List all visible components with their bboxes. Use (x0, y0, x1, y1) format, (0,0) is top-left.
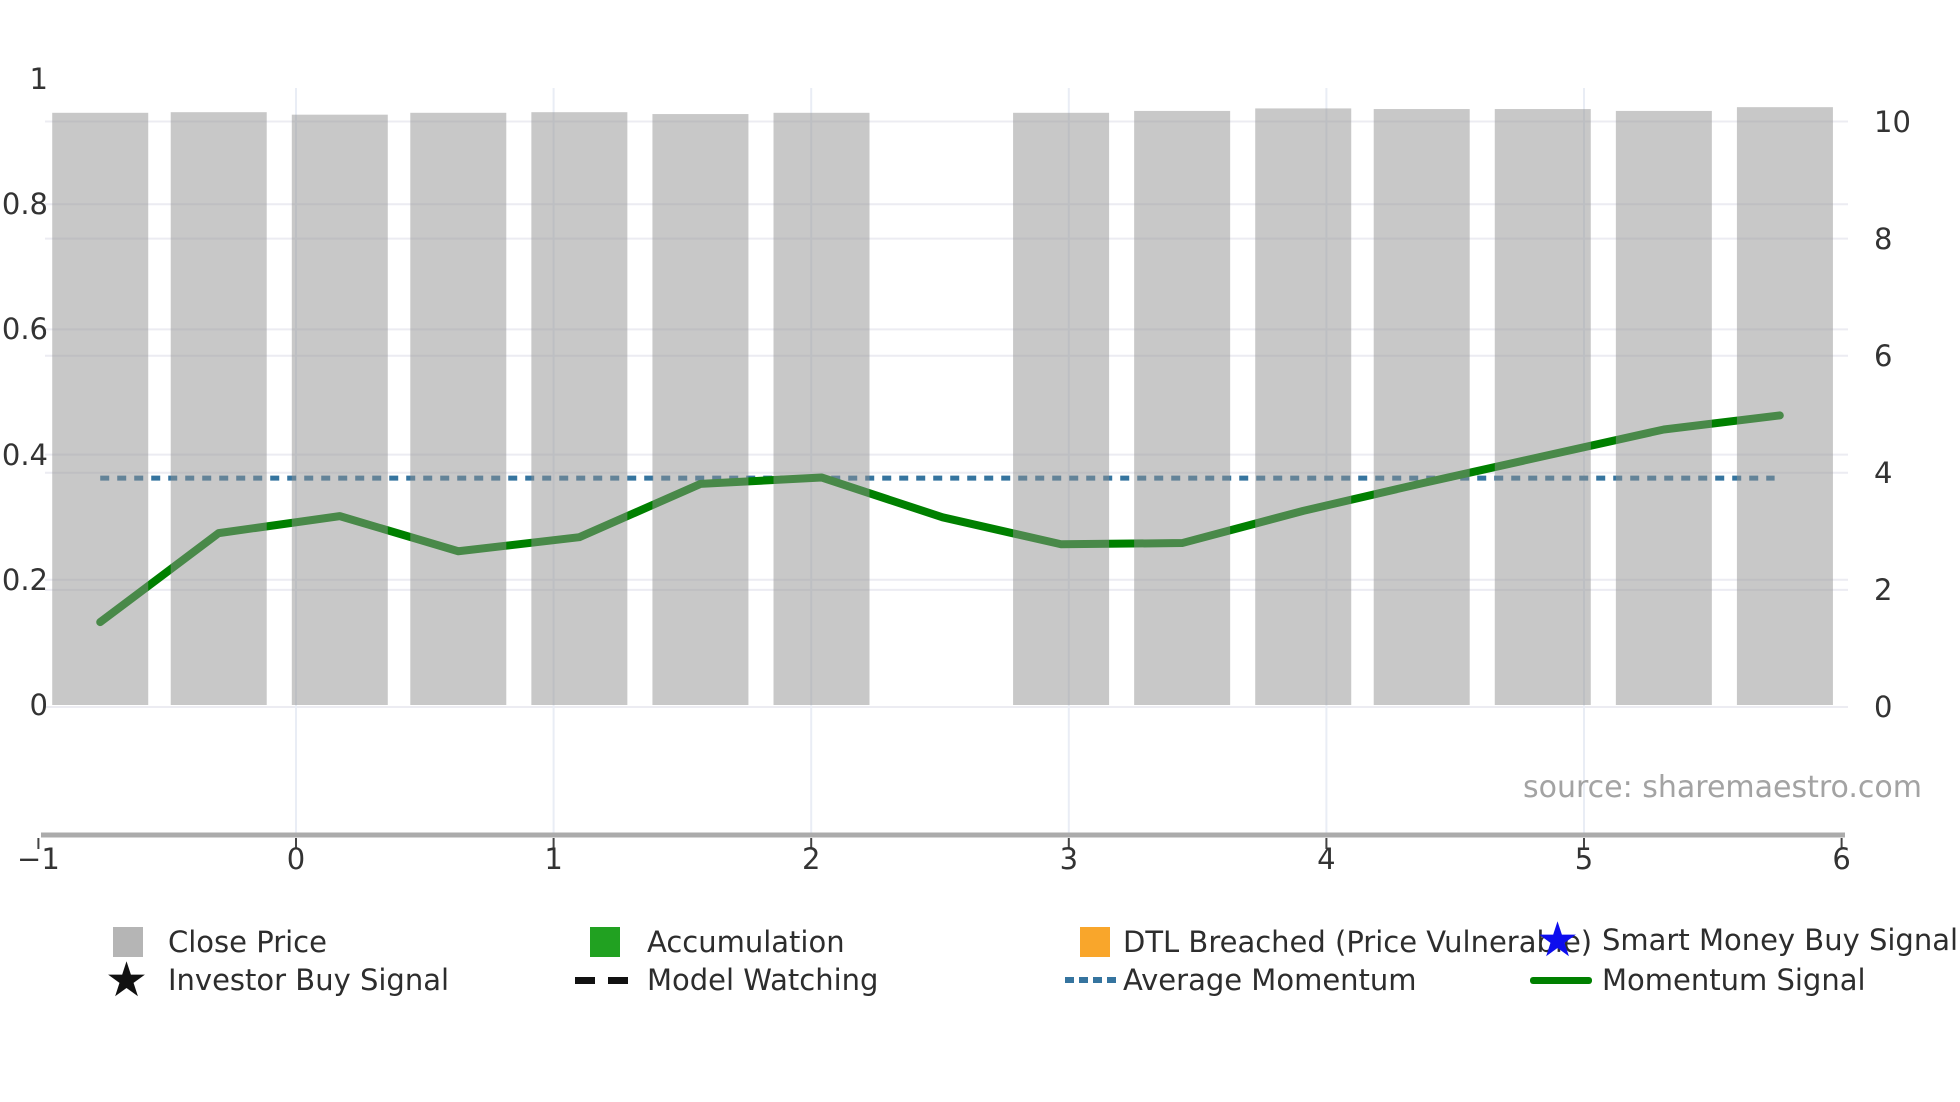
close-price-bar (1013, 112, 1110, 705)
close-price-bar (652, 114, 749, 705)
close-price-bar (170, 112, 267, 706)
x-axis-label: 2 (801, 842, 821, 876)
black-star-icon: ★ (105, 952, 149, 1008)
right-y-axis-label: 10 (1874, 104, 1911, 139)
x-axis-label: 0 (286, 842, 306, 876)
legend-item-momentum-signal: Momentum Signal (1530, 961, 1866, 999)
legend-item-close-price: Close Price (113, 923, 327, 961)
legend-label: DTL Breached (Price Vulnerable) (1123, 925, 1593, 959)
close-price-bar (773, 112, 870, 705)
right-y-axis-label: 2 (1874, 572, 1893, 607)
left-y-axis-label: 0.6 (1, 312, 48, 347)
close-price-bar (1255, 108, 1352, 705)
close-price-bar (410, 112, 507, 705)
left-y-axis-label: 0.8 (1, 187, 48, 222)
close-price-bar (52, 112, 149, 705)
close-price-bar (1615, 110, 1712, 705)
dtl-breached-swatch-icon (1080, 927, 1110, 957)
close-price-bar (291, 114, 388, 705)
legend-item-model-watching: Model Watching (575, 961, 878, 999)
legend-label: Model Watching (647, 963, 879, 997)
legend-item-dtl-breached: DTL Breached (Price Vulnerable) (1080, 923, 1592, 961)
legend-item-smart-money-buy-signal: ★ Smart Money Buy Signal (1536, 912, 1959, 968)
green-line-icon (1530, 976, 1592, 984)
close-price-bar (1736, 107, 1833, 706)
close-price-swatch-icon (113, 927, 143, 957)
source-note: source: sharemaestro.com (1523, 770, 1922, 805)
close-price-bar (1494, 109, 1591, 706)
close-price-bar (531, 112, 628, 706)
left-y-axis-label: 1 (29, 62, 48, 96)
black-dashed-line-icon (575, 976, 647, 984)
left-y-axis-label: 0.2 (1, 562, 48, 597)
legend-label: Investor Buy Signal (168, 963, 450, 997)
x-axis-label: 6 (1832, 842, 1851, 876)
close-price-bar (1373, 109, 1470, 706)
x-axis-label: 4 (1317, 842, 1336, 876)
right-y-axis-label: 0 (1874, 690, 1893, 724)
right-y-axis-label: 6 (1874, 338, 1893, 373)
right-y-axis-label: 8 (1874, 221, 1893, 256)
legend-item-average-momentum: Average Momentum (1065, 961, 1417, 999)
left-y-axis-label: 0 (29, 688, 48, 722)
close-price-bar (1134, 110, 1231, 705)
right-y-axis-label: 4 (1874, 455, 1893, 490)
accumulation-swatch-icon (590, 927, 620, 957)
x-axis-label: 5 (1574, 842, 1594, 876)
legend-label: Close Price (168, 925, 327, 959)
left-y-axis-label: 0.4 (1, 437, 48, 472)
legend-item-accumulation: Accumulation (590, 923, 845, 961)
x-axis-label: −1 (17, 842, 60, 876)
legend-label: Momentum Signal (1602, 963, 1866, 997)
legend-label: Accumulation (647, 925, 845, 959)
legend-label: Average Momentum (1123, 963, 1417, 997)
x-axis-label: 1 (544, 842, 563, 876)
blue-star-icon: ★ (1536, 912, 1580, 968)
legend-label: Smart Money Buy Signal (1602, 923, 1959, 957)
legend-item-investor-buy-signal: ★ Investor Buy Signal (105, 952, 450, 1008)
blue-dotted-line-icon (1065, 977, 1123, 983)
x-axis-label: 3 (1059, 842, 1079, 876)
